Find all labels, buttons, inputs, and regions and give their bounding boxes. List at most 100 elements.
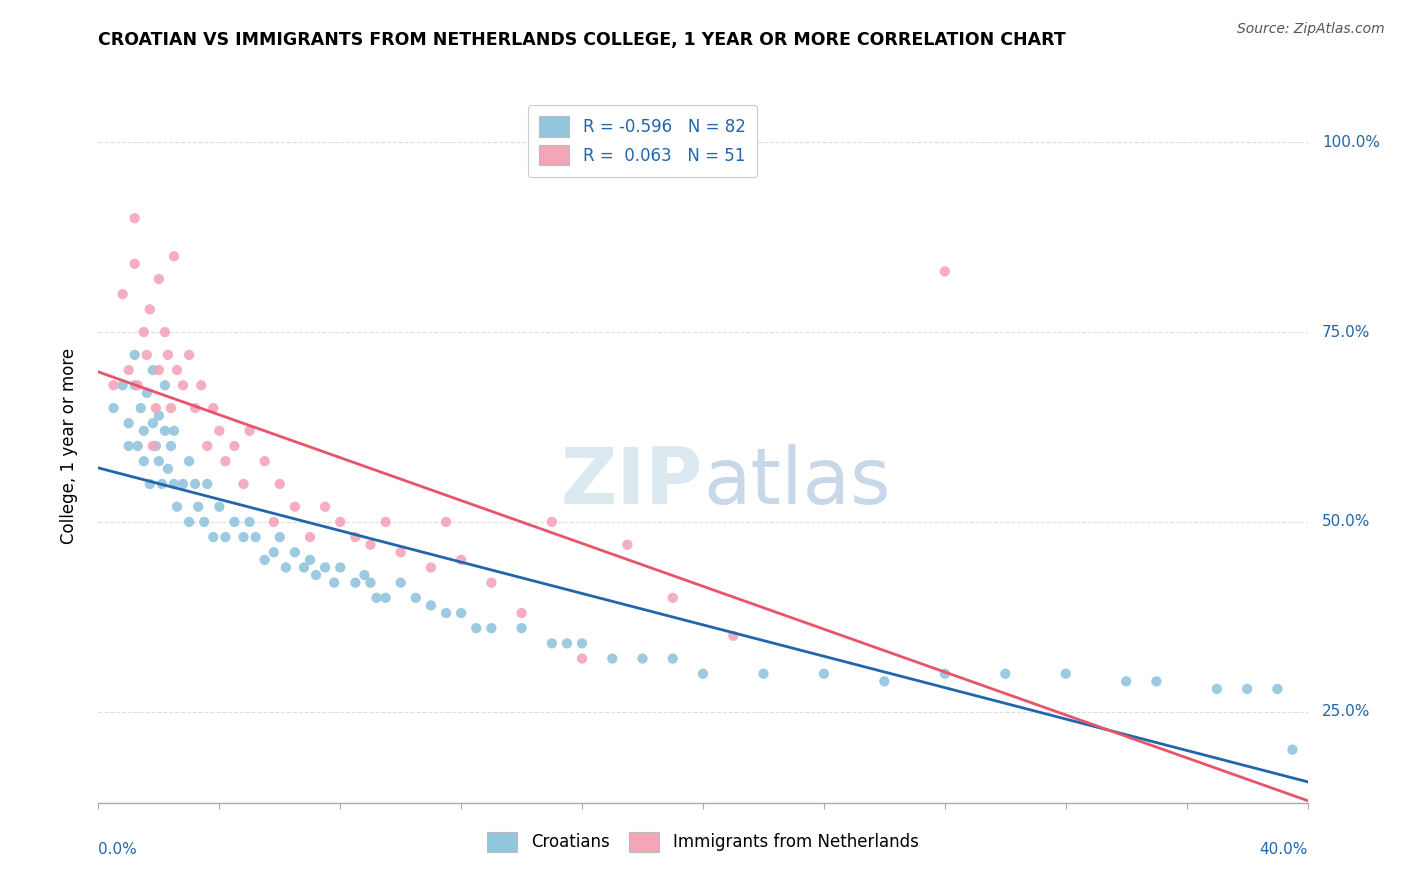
Text: atlas: atlas [703,443,890,520]
Point [160,401,183,415]
Point [127,439,149,453]
Point [103,378,125,392]
Point [284,545,307,559]
Point [172,477,194,491]
Point [692,666,714,681]
Text: 25.0%: 25.0% [1322,704,1371,719]
Point [1115,674,1137,689]
Point [111,378,134,392]
Point [420,560,443,574]
Point [184,477,207,491]
Point [465,621,488,635]
Point [202,530,225,544]
Point [224,515,246,529]
Point [163,424,186,438]
Point [510,606,533,620]
Point [142,363,165,377]
Point [1206,681,1229,696]
Point [374,591,396,605]
Point [184,401,207,415]
Point [190,378,212,392]
Point [148,363,170,377]
Point [481,575,503,590]
Text: 50.0%: 50.0% [1322,515,1371,530]
Point [344,530,367,544]
Point [269,530,291,544]
Point [405,591,427,605]
Point [224,439,246,453]
Point [195,477,218,491]
Point [434,515,457,529]
Legend: Croatians, Immigrants from Netherlands: Croatians, Immigrants from Netherlands [481,825,925,859]
Point [153,378,176,392]
Text: 100.0%: 100.0% [1322,135,1381,150]
Point [752,666,775,681]
Point [142,439,165,453]
Text: 40.0%: 40.0% [1260,842,1308,857]
Point [118,439,141,453]
Point [602,651,624,665]
Point [934,264,956,278]
Point [239,515,262,529]
Point [118,363,141,377]
Point [135,385,157,400]
Text: ZIP: ZIP [561,443,703,520]
Point [103,401,125,415]
Point [153,424,176,438]
Point [166,363,188,377]
Point [156,462,179,476]
Point [179,454,201,468]
Point [1236,681,1258,696]
Point [148,272,170,286]
Point [148,454,170,468]
Point [163,249,186,263]
Point [284,500,307,514]
Point [420,599,443,613]
Point [214,454,236,468]
Point [723,629,745,643]
Point [571,651,593,665]
Point [571,636,593,650]
Point [434,606,457,620]
Point [1144,674,1167,689]
Y-axis label: College, 1 year or more: College, 1 year or more [59,348,77,544]
Point [389,545,412,559]
Point [208,500,231,514]
Text: 0.0%: 0.0% [98,842,138,857]
Point [139,302,162,317]
Point [145,439,167,453]
Point [232,530,254,544]
Point [145,401,167,415]
Point [813,666,835,681]
Point [118,416,141,430]
Point [1267,681,1289,696]
Point [616,538,638,552]
Text: CROATIAN VS IMMIGRANTS FROM NETHERLANDS COLLEGE, 1 YEAR OR MORE CORRELATION CHAR: CROATIAN VS IMMIGRANTS FROM NETHERLANDS … [98,31,1066,49]
Point [450,553,472,567]
Point [305,568,328,582]
Point [389,575,412,590]
Point [208,424,231,438]
Point [193,515,215,529]
Point [172,378,194,392]
Point [450,606,472,620]
Point [263,545,285,559]
Point [1281,742,1303,756]
Point [239,424,262,438]
Point [661,591,683,605]
Point [111,287,134,301]
Point [150,477,173,491]
Point [314,500,336,514]
Point [124,348,146,362]
Point [374,515,396,529]
Point [232,477,254,491]
Point [124,257,146,271]
Point [156,348,179,362]
Point [187,500,209,514]
Point [274,560,297,574]
Point [160,439,183,453]
Point [540,515,562,529]
Point [344,575,367,590]
Point [360,538,382,552]
Point [263,515,285,529]
